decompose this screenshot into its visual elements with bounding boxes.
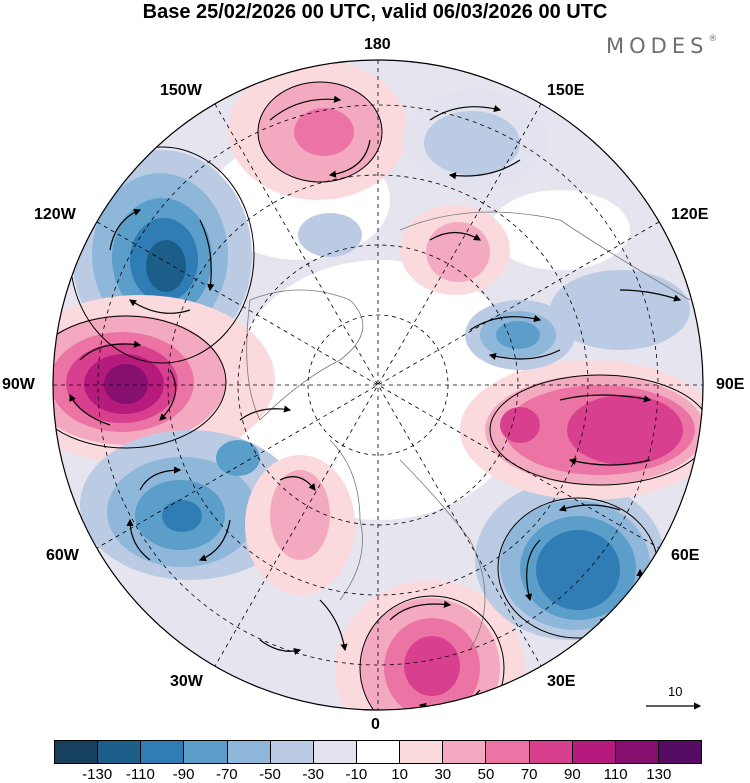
colorbar-segment bbox=[529, 741, 573, 763]
modes-logo: MODES® bbox=[606, 34, 717, 58]
colorbar-segment bbox=[486, 741, 530, 763]
colorbar-tick-label: 110 bbox=[603, 766, 628, 783]
label-30w: 30W bbox=[170, 673, 203, 690]
anomaly-field bbox=[53, 60, 703, 710]
label-0: 0 bbox=[371, 716, 380, 733]
colorbar-segment bbox=[227, 741, 271, 763]
colorbar-tick-label: 30 bbox=[434, 766, 452, 783]
colorbar-tick-label: 130 bbox=[646, 766, 672, 783]
colorbar-tick-label: -110 bbox=[125, 766, 155, 783]
colorbar-tick-label: 90 bbox=[564, 766, 581, 783]
colorbar-segment bbox=[184, 741, 228, 763]
colorbar-segment bbox=[443, 741, 487, 763]
map-border bbox=[52, 59, 704, 711]
colorbar-segment bbox=[270, 741, 314, 763]
label-120e: 120E bbox=[671, 206, 709, 223]
reference-vector-label: 10 bbox=[668, 684, 683, 699]
colorbar bbox=[54, 740, 702, 764]
map-title: Base 25/02/2026 00 UTC, valid 06/03/2026… bbox=[142, 1, 608, 23]
colorbar-tick-label: -10 bbox=[345, 766, 368, 783]
label-90w: 90W bbox=[2, 376, 35, 393]
logo-text: MODES bbox=[606, 34, 709, 58]
label-60w: 60W bbox=[46, 547, 79, 564]
label-60e: 60E bbox=[671, 547, 700, 564]
label-30e: 30E bbox=[547, 673, 576, 690]
colorbar-segment bbox=[572, 741, 616, 763]
colorbar-tick-label: -130 bbox=[82, 766, 113, 783]
colorbar-segment bbox=[98, 741, 142, 763]
colorbar-segment bbox=[141, 741, 185, 763]
colorbar-tick-label: 70 bbox=[520, 766, 538, 783]
colorbar-segment bbox=[313, 741, 357, 763]
colorbar-segment bbox=[55, 741, 99, 763]
label-120w: 120W bbox=[34, 206, 76, 223]
colorbar-segment bbox=[615, 741, 659, 763]
label-150e: 150E bbox=[547, 82, 585, 99]
label-90e: 90E bbox=[716, 376, 745, 393]
label-150w: 150W bbox=[160, 82, 202, 99]
colorbar-tick-label: -90 bbox=[172, 766, 195, 783]
colorbar-segment bbox=[400, 741, 444, 763]
colorbar-tick-label: -50 bbox=[259, 766, 281, 783]
colorbar-tick-label: -30 bbox=[302, 766, 325, 783]
colorbar-segment bbox=[658, 741, 702, 763]
colorbar-tick-label: 50 bbox=[477, 766, 495, 783]
colorbar-tick-label: 10 bbox=[391, 766, 408, 783]
graticule bbox=[53, 60, 703, 710]
colorbar-tick-label: -70 bbox=[215, 766, 238, 783]
registered-mark: ® bbox=[708, 34, 718, 44]
colorbar-segment bbox=[356, 741, 401, 763]
label-180: 180 bbox=[364, 36, 391, 53]
